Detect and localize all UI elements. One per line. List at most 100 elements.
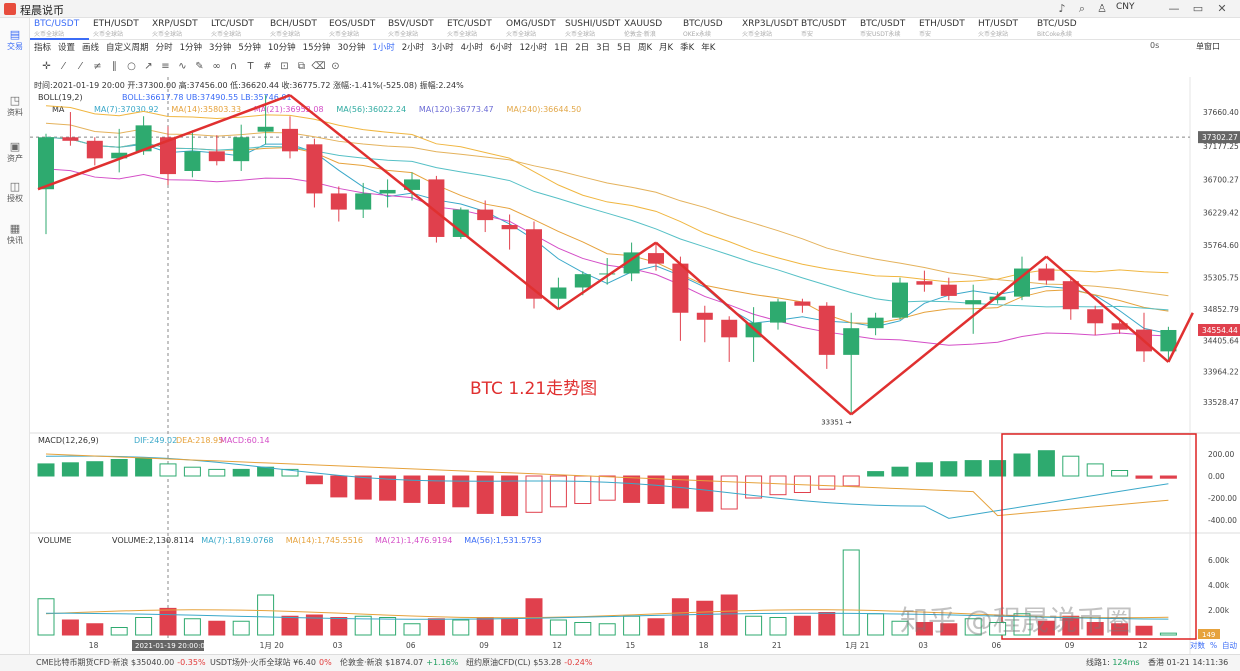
period-button[interactable]: 15分钟	[302, 43, 331, 53]
shirt-icon[interactable]: ♙	[1097, 2, 1107, 15]
tab-exchange: 火币全球站	[506, 31, 537, 38]
link-tool-icon[interactable]: ∞	[212, 61, 221, 72]
arrow-tool-icon[interactable]: ↗	[144, 61, 153, 72]
period-button[interactable]: 6小时	[490, 43, 513, 53]
period-button[interactable]: 30分钟	[337, 43, 366, 53]
macd-bar	[1135, 475, 1153, 479]
macd-bar	[598, 475, 616, 501]
ticker-item[interactable]: 纽约原油CFD(CL) $53.28 -0.24%	[466, 657, 593, 668]
time-tick-label: 09	[479, 641, 489, 650]
tab-market[interactable]: BTC/USDT 币安USDT永续	[856, 18, 915, 40]
camera-tool-icon[interactable]: ⊙	[331, 61, 340, 72]
volume-bar	[525, 598, 543, 636]
text-tool-icon[interactable]: T	[247, 61, 254, 72]
tab-market[interactable]: BSV/USDT 火币全球站	[384, 18, 443, 40]
close-icon[interactable]: ✕	[1217, 2, 1227, 15]
period-button[interactable]: 10分钟	[267, 43, 296, 53]
lock-tool-icon[interactable]: ⊡	[280, 61, 289, 72]
time-tick-label: 03	[918, 641, 928, 650]
tab-market[interactable]: XRP/USDT 火币全球站	[148, 18, 207, 40]
period-button[interactable]: 3分钟	[209, 43, 232, 53]
tab-market[interactable]: BTC/USD BitCoke永续	[1033, 18, 1092, 40]
period-button[interactable]: 自定义周期	[106, 43, 149, 53]
crosshair-tool-icon[interactable]: ✛	[42, 61, 51, 72]
period-button[interactable]: 1分钟	[179, 43, 202, 53]
period-button[interactable]: 4小时	[460, 43, 484, 53]
price-tick-label: 34852.79	[1203, 305, 1239, 314]
period-button[interactable]: 指标	[34, 43, 52, 53]
number-tool-icon[interactable]: #	[263, 61, 272, 72]
tab-market[interactable]: BTC/USDT 币安	[797, 18, 856, 40]
tab-market[interactable]: XRP3L/USDT 火币全球站	[738, 18, 798, 40]
ticker-change: -0.24%	[564, 658, 593, 667]
bell-icon[interactable]: ♪	[1058, 2, 1066, 15]
tab-market[interactable]: SUSHI/USDT 火币全球站	[561, 18, 620, 40]
tab-market[interactable]: ETH/USDT 币安	[915, 18, 974, 40]
tab-market[interactable]: HT/USDT 火币全球站	[974, 18, 1033, 40]
period-button[interactable]: 3日	[596, 43, 611, 53]
macd-bar	[476, 475, 494, 514]
tab-market[interactable]: BTC/USD OKEx永续	[679, 18, 738, 40]
currency-select[interactable]: CNY	[1116, 2, 1135, 12]
period-button[interactable]: 2日	[575, 43, 590, 53]
candle-body	[160, 137, 176, 175]
tab-market[interactable]: OMG/USDT 火币全球站	[502, 18, 561, 40]
window-mode-button[interactable]: 单窗口	[1196, 42, 1220, 51]
trend-arrow-line	[655, 241, 853, 416]
news-icon: ▦	[9, 222, 21, 235]
tab-exchange: 币安USDT永续	[860, 31, 901, 38]
period-button[interactable]: 1小时	[372, 43, 395, 53]
ticker-item[interactable]: USDT场外·火币全球站 ¥6.40 0%	[210, 657, 332, 668]
candlestick-chart[interactable]: 时间:2021-01-19 20:00 开:37300.00 高:37456.0…	[30, 77, 1240, 654]
volume-value: MA(7):1,819.0768	[201, 536, 273, 545]
tab-market[interactable]: ETC/USDT 火币全球站	[443, 18, 502, 40]
parallel-tool-icon[interactable]: ∥	[112, 61, 117, 72]
period-button[interactable]: 分时	[155, 43, 173, 53]
macd-bar	[549, 475, 567, 508]
period-button[interactable]: 季K	[680, 43, 695, 53]
tab-market[interactable]: LTC/USDT 火币全球站	[207, 18, 266, 40]
period-toolbar: 指标 设置 画线 自定义周期 分时 1分钟 3分钟 5分钟 10分钟 15分钟 30分钟 1小时 2小时…	[34, 41, 722, 55]
period-button[interactable]: 12小时	[519, 43, 548, 53]
volume-ma-line	[45, 609, 1169, 619]
period-button[interactable]: 月K	[659, 43, 674, 53]
period-button[interactable]: 周K	[637, 43, 653, 53]
period-button[interactable]: 1日	[554, 43, 569, 53]
time-tick-label: 03	[333, 641, 343, 650]
period-button[interactable]: 年K	[701, 43, 716, 53]
period-button[interactable]: 3小时	[431, 43, 454, 53]
tab-market[interactable]: XAUUSD 伦敦金·新浪	[620, 18, 679, 40]
sidebar-item[interactable]: ▣ 资产	[0, 140, 30, 164]
sidebar-item[interactable]: ▤ 交易	[0, 28, 30, 52]
ticker-item[interactable]: 伦敦金·新浪 $1874.07 +1.16%	[340, 657, 458, 668]
period-button[interactable]: 设置	[58, 43, 76, 53]
sidebar-item[interactable]: ▦ 快讯	[0, 222, 30, 246]
circle-tool-icon[interactable]: ○	[127, 61, 136, 72]
magnet-tool-icon[interactable]: ∩	[229, 61, 238, 72]
period-button[interactable]: 5分钟	[238, 43, 261, 53]
channel-tool-icon[interactable]: ≠	[93, 61, 102, 72]
minimize-icon[interactable]: —	[1168, 2, 1180, 15]
ticker-item[interactable]: CME比特币期货CFD·新浪 $35040.00 -0.35%	[36, 657, 206, 668]
tab-market[interactable]: ETH/USDT 火币全球站	[89, 18, 148, 40]
brush-tool-icon[interactable]: ✎	[195, 61, 204, 72]
search-icon[interactable]: ⌕	[1078, 2, 1086, 15]
period-button[interactable]: 2小时	[401, 43, 425, 53]
delete-tool-icon[interactable]: ⌫	[311, 61, 326, 72]
period-button[interactable]: 5日	[617, 43, 631, 53]
sidebar-item[interactable]: ◳ 资料	[0, 94, 30, 118]
connection-status: 线路1: 124ms	[1086, 658, 1140, 667]
restore-icon[interactable]: ▭	[1192, 2, 1204, 15]
ma-line	[45, 168, 1169, 346]
fib-tool-icon[interactable]: ≡	[161, 61, 170, 72]
tab-market[interactable]: BCH/USDT 火币全球站	[266, 18, 325, 40]
tab-market[interactable]: BTC/USDT 火币全球站	[30, 18, 89, 40]
macd-dea-line	[45, 453, 1169, 517]
period-button[interactable]: 画线	[82, 43, 100, 53]
copy-tool-icon[interactable]: ⧉	[297, 61, 306, 72]
ray-tool-icon[interactable]: ⁄	[79, 61, 82, 72]
tab-market[interactable]: EOS/USDT 火币全球站	[325, 18, 384, 40]
line-tool-icon[interactable]: ⁄	[62, 61, 65, 72]
wave-tool-icon[interactable]: ∿	[178, 61, 187, 72]
sidebar-item[interactable]: ◫ 授权	[0, 180, 30, 204]
